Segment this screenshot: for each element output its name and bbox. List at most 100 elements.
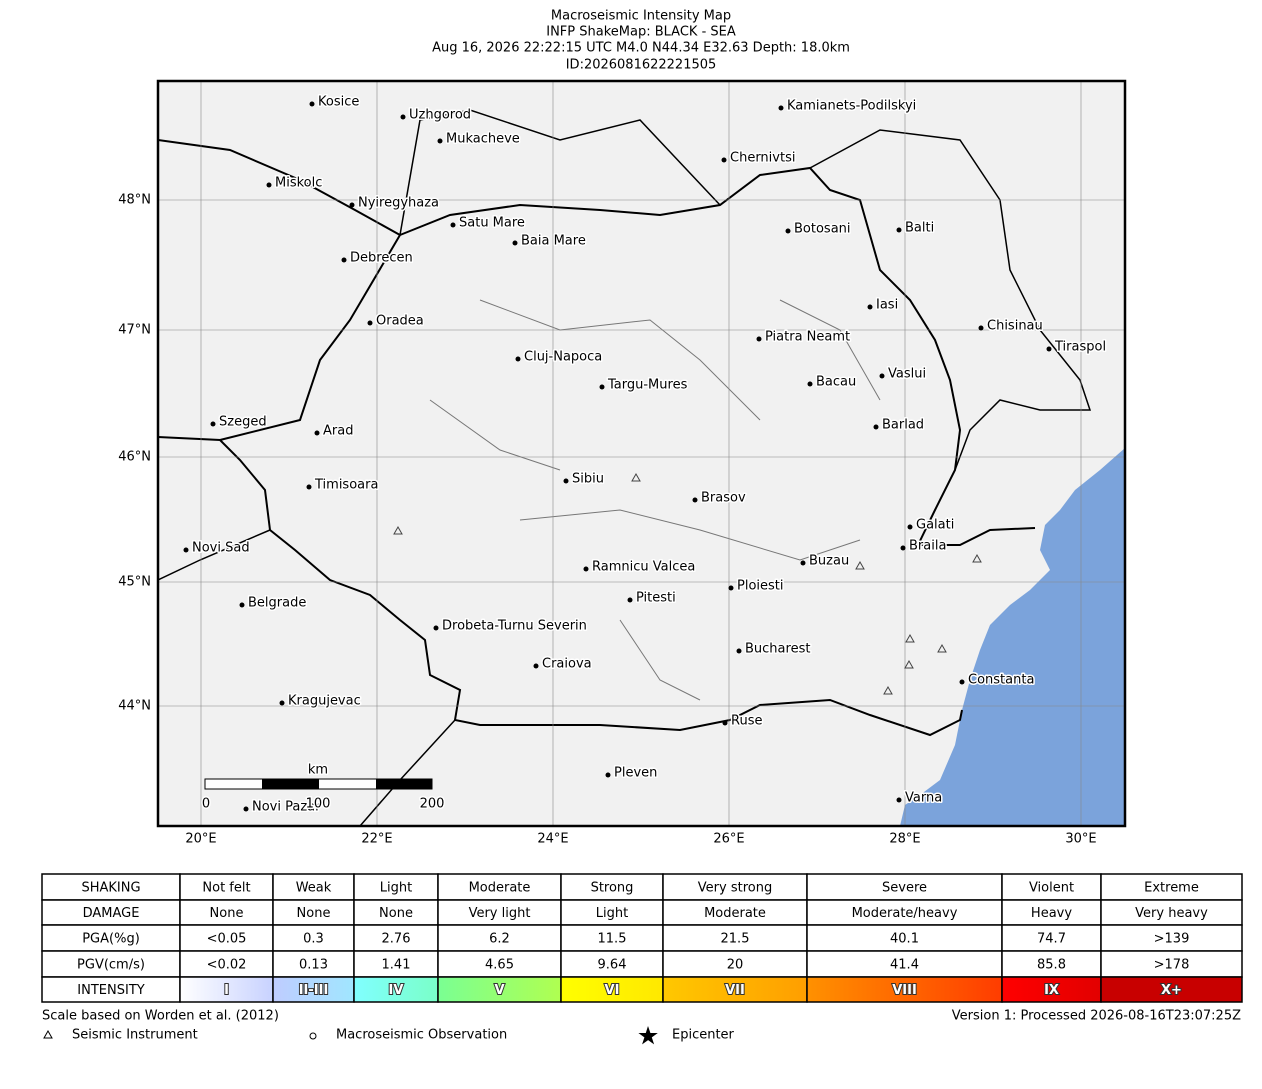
city-label: Piatra Neamt bbox=[765, 330, 850, 345]
scale-label: 200 bbox=[420, 797, 445, 812]
city-label: Iasi bbox=[876, 298, 898, 313]
city-dot bbox=[879, 373, 885, 379]
table-text: Heavy bbox=[1031, 906, 1072, 921]
table-cell bbox=[1100, 976, 1243, 1003]
city-dot bbox=[800, 560, 806, 566]
table-text: V bbox=[494, 983, 504, 998]
table-cell bbox=[1100, 924, 1243, 952]
version: Version 1: Processed 2026-08-16T23:07:25… bbox=[952, 1009, 1241, 1024]
city-dot bbox=[728, 585, 734, 591]
legend-circle bbox=[309, 1032, 317, 1040]
legend-label: Macroseismic Observation bbox=[336, 1028, 507, 1043]
scale-bar: km 0 100 200 bbox=[200, 761, 446, 813]
city-dot bbox=[605, 772, 611, 778]
city-label: Szeged bbox=[219, 415, 267, 430]
table-text: Moderate/heavy bbox=[852, 906, 958, 921]
scale-label: 100 bbox=[306, 797, 331, 812]
table-text: X+ bbox=[1161, 983, 1182, 998]
table-text: Severe bbox=[882, 881, 927, 896]
table-cell bbox=[560, 976, 664, 1003]
table-text: SHAKING bbox=[81, 881, 140, 896]
graticule bbox=[158, 81, 1125, 826]
table-cell bbox=[1100, 873, 1243, 901]
city-label: Kamianets-Podilskyi bbox=[787, 99, 916, 114]
city-label: Miskolc bbox=[275, 176, 322, 191]
table-text: PGV(cm/s) bbox=[77, 958, 145, 973]
map-axes: 48°N 47°N 46°N 45°N 44°N 20°E 22°E 24°E 26°E 28°E… bbox=[118, 193, 1096, 847]
city-dot bbox=[978, 325, 984, 331]
city-label: Nyiregyhaza bbox=[358, 196, 439, 211]
table-text: Violent bbox=[1029, 881, 1074, 896]
table-text: 11.5 bbox=[598, 932, 627, 947]
city-label: Pitesti bbox=[636, 591, 676, 606]
city-label: Chernivtsi bbox=[730, 151, 795, 166]
city-dot bbox=[243, 806, 249, 812]
table-text: Very light bbox=[469, 906, 531, 921]
table-text: <0.05 bbox=[207, 932, 247, 947]
city-dot bbox=[563, 478, 569, 484]
table-text: Moderate bbox=[469, 881, 531, 896]
table-text: 20 bbox=[727, 958, 744, 973]
city-dot bbox=[306, 484, 312, 490]
city-dot bbox=[341, 257, 347, 263]
event-info: Aug 16, 2026 22:22:15 UTC M4.0 N44.34 E3… bbox=[432, 41, 850, 56]
city-dot bbox=[367, 320, 373, 326]
city-label: Baia Mare bbox=[521, 234, 586, 249]
city-dot bbox=[907, 524, 913, 530]
city-label: Galati bbox=[916, 518, 954, 533]
table-text: 40.1 bbox=[890, 932, 919, 947]
table-text: >139 bbox=[1154, 932, 1190, 947]
city-dot bbox=[533, 663, 539, 669]
table-cell bbox=[662, 873, 808, 901]
city-dot bbox=[692, 497, 698, 503]
city-label: Kragujevac bbox=[288, 694, 361, 709]
map-frame bbox=[156, 79, 1127, 828]
table-text: VII bbox=[725, 983, 745, 998]
scale-label: 0 bbox=[202, 797, 210, 812]
city-label: Constanta bbox=[968, 673, 1034, 688]
event-id: ID:2026081622221505 bbox=[566, 58, 717, 73]
city-label: Timisoara bbox=[314, 478, 378, 493]
table-cell bbox=[806, 950, 1003, 978]
city-dot bbox=[239, 602, 245, 608]
city-dot bbox=[349, 202, 355, 208]
table-cell bbox=[179, 976, 274, 1003]
table-cell bbox=[1001, 950, 1102, 978]
table-text: None bbox=[379, 906, 413, 921]
legend-label: Epicenter bbox=[672, 1028, 735, 1043]
table-text: >178 bbox=[1154, 958, 1190, 973]
legend-label: Seismic Instrument bbox=[72, 1028, 198, 1043]
city-label: Cluj-Napoca bbox=[524, 350, 602, 365]
table-text: 85.8 bbox=[1037, 958, 1066, 973]
city-label: Novi Sad bbox=[192, 541, 250, 556]
lat-label: 45°N bbox=[118, 575, 151, 590]
city-label: Arad bbox=[323, 424, 353, 439]
table-cell bbox=[353, 899, 439, 926]
table-cell bbox=[560, 899, 664, 926]
table-cell bbox=[179, 899, 274, 926]
intensity-table: SHAKING Not felt Weak Light Moderate Strong Ve… bbox=[41, 873, 1243, 1003]
table-text: 74.7 bbox=[1037, 932, 1066, 947]
table-cell bbox=[41, 924, 181, 952]
lat-label: 44°N bbox=[118, 699, 151, 714]
lat-label: 46°N bbox=[118, 450, 151, 465]
city-label: Vaslui bbox=[888, 367, 926, 382]
table-text: 9.64 bbox=[598, 958, 627, 973]
city-label: Bucharest bbox=[745, 642, 810, 657]
city-dot bbox=[400, 114, 406, 120]
city-dot bbox=[450, 222, 456, 228]
lon-label: 26°E bbox=[713, 832, 744, 847]
city-dot bbox=[266, 182, 272, 188]
table-cell bbox=[1100, 899, 1243, 926]
city-dot bbox=[778, 105, 784, 111]
table-text: Light bbox=[380, 881, 412, 896]
city-label: Botosani bbox=[794, 222, 851, 237]
city-label: Tiraspol bbox=[1054, 340, 1106, 355]
city-dot bbox=[721, 157, 727, 163]
city-label: Targu-Mures bbox=[607, 378, 688, 393]
city-dot bbox=[183, 547, 189, 553]
table-text: 41.4 bbox=[890, 958, 919, 973]
city-label: Mukacheve bbox=[446, 132, 520, 147]
map: Kosice Uzhgorod Mukacheve Kamianets-Podilsk… bbox=[158, 81, 1125, 826]
